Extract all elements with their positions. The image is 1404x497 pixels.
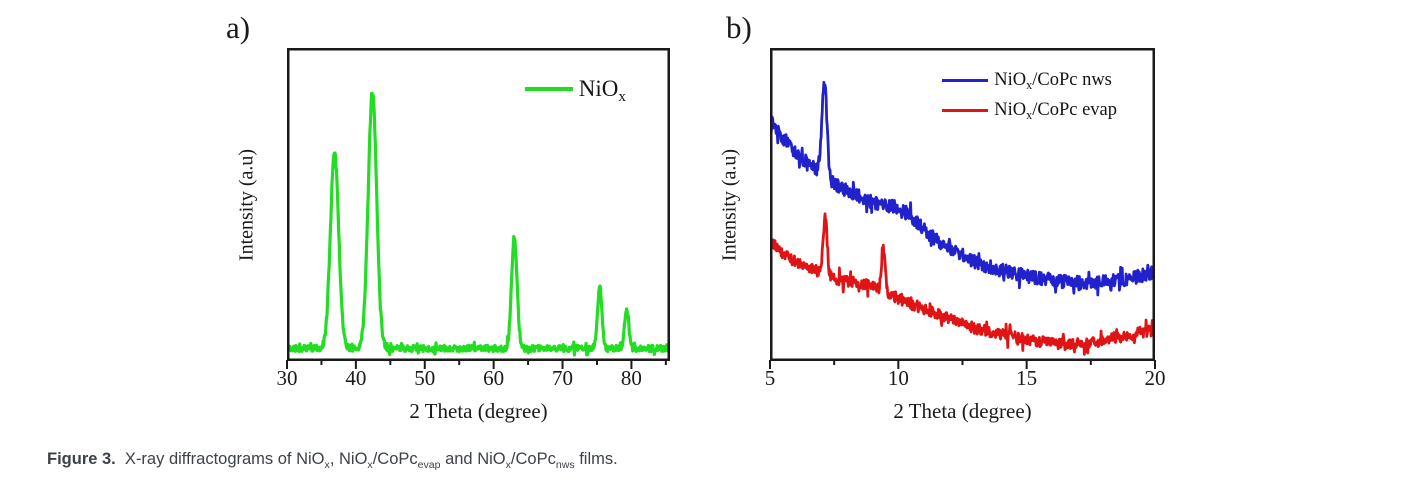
panel-a-legend: NiOx (524, 76, 626, 105)
legend-line-swatch (524, 86, 573, 92)
panel-a-y-axis-label: Intensity (a.u) (235, 148, 258, 261)
figure-caption: Figure 3. X-ray diffractograms of NiOx, … (47, 450, 618, 471)
subscript-text: x (324, 459, 330, 471)
plot-frame (770, 48, 1155, 361)
panel-a-chart: Intensity (a.u) 2 Theta (degree) NiOx 30… (236, 48, 670, 423)
x-tick-label: 60 (483, 366, 505, 390)
niox-copc-evap-curve (772, 212, 1153, 356)
niox-copc-nws-curve (772, 80, 1153, 297)
legend-entry-niox-copc-evap: NiOx/CoPc evap (942, 100, 1117, 123)
subscript-text: nws (555, 459, 575, 471)
text-segment: and NiO (440, 450, 506, 468)
subscript-text: evap (417, 459, 441, 471)
bold-text: Figure 3. (47, 450, 116, 468)
panel-a-label: a) (226, 10, 251, 45)
text-segment: /CoPc evap (1032, 100, 1117, 120)
legend-line-swatch (942, 108, 989, 113)
x-tick-label: 20 (1144, 366, 1166, 390)
x-tick-label: 40 (345, 366, 367, 390)
text-segment: X-ray diffractograms of NiO (115, 450, 325, 468)
x-tick-label: 15 (1016, 366, 1038, 390)
panel-b-y-axis-label: Intensity (a.u) (718, 148, 741, 261)
x-tick-label: 80 (620, 366, 642, 390)
x-tick-label: 5 (764, 366, 776, 390)
panel-b-chart: Intensity (a.u) 2 Theta (degree) NiOx/Co… (719, 48, 1166, 423)
text-segment: NiO (994, 70, 1027, 90)
text-segment: NiO (994, 100, 1027, 120)
text-segment: /CoPc (510, 450, 556, 468)
panel-a-x-axis-label: 2 Theta (degree) (409, 399, 548, 423)
curves-group (772, 80, 1153, 356)
legend-label: NiOx/CoPc evap (994, 100, 1117, 123)
niox-curve (289, 91, 668, 357)
legend-entry-niox-copc-nws: NiOx/CoPc nws (942, 70, 1117, 93)
text-segment: , NiO (329, 450, 368, 468)
text-segment: films. (574, 450, 618, 468)
curves-group (289, 91, 668, 357)
panel-b-x-axis-label: 2 Theta (degree) (893, 399, 1032, 423)
subscript-text: x (618, 88, 626, 105)
x-tick-label: 50 (414, 366, 436, 390)
plot-frame (287, 48, 670, 361)
text-segment: /CoPc (372, 450, 418, 468)
x-tick-label: 10 (887, 366, 909, 390)
subscript-text: x (505, 459, 511, 471)
x-tick-label: 70 (552, 366, 574, 390)
subscript-text: x (1026, 78, 1033, 93)
legend-label: NiOx (578, 76, 626, 105)
text-segment: NiO (578, 76, 619, 101)
legend-line-swatch (942, 78, 989, 83)
text-segment: /CoPc nws (1032, 70, 1112, 90)
subscript-text: x (367, 459, 373, 471)
panel-a-plot-svg (286, 48, 670, 369)
panel-b-plot-svg (769, 48, 1156, 369)
legend-entry-niox: NiOx (524, 76, 626, 105)
panel-b-legend: NiOx/CoPc nws NiOx/CoPc evap (942, 70, 1117, 123)
subscript-text: x (1026, 108, 1033, 123)
x-tick-label: 30 (276, 366, 298, 390)
legend-label: NiOx/CoPc nws (994, 70, 1112, 93)
panel-b-label: b) (726, 10, 752, 45)
